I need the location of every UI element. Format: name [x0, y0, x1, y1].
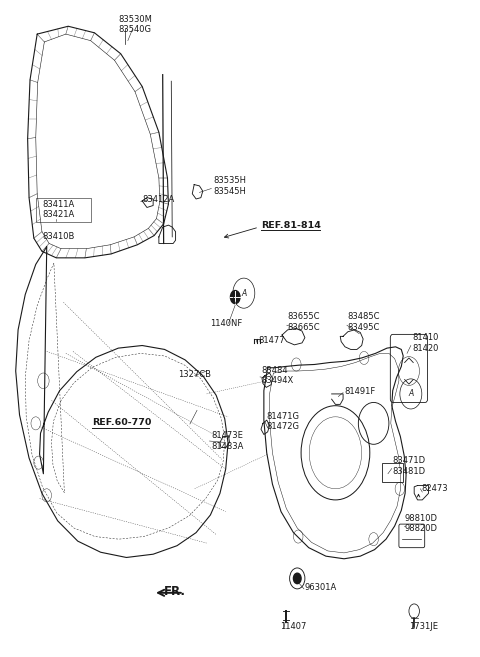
Text: 96301A: 96301A [305, 583, 337, 592]
Text: 83410B: 83410B [42, 233, 74, 241]
Circle shape [230, 290, 240, 304]
Text: 81473E
81483A: 81473E 81483A [211, 432, 244, 451]
Text: REF.81-814: REF.81-814 [262, 221, 321, 230]
Text: 1731JE: 1731JE [409, 622, 438, 631]
Text: A: A [241, 288, 246, 298]
Text: 81410
81420: 81410 81420 [413, 333, 439, 353]
Text: 83412A: 83412A [142, 195, 174, 204]
Text: 98810D
98820D: 98810D 98820D [405, 514, 438, 533]
Text: 11407: 11407 [281, 622, 307, 631]
Text: 83535H
83545H: 83535H 83545H [214, 176, 247, 196]
Text: 83411A
83421A: 83411A 83421A [42, 200, 74, 219]
Text: 81491F: 81491F [344, 387, 375, 396]
Text: A: A [408, 390, 413, 398]
Text: REF.60-770: REF.60-770 [92, 419, 151, 427]
Circle shape [293, 573, 301, 583]
Text: 82473: 82473 [421, 484, 448, 493]
Text: 83484
83494X: 83484 83494X [262, 366, 294, 385]
Text: 83530M
83540G: 83530M 83540G [118, 14, 152, 34]
Text: FR.: FR. [164, 585, 186, 598]
Text: 81471G
81472G: 81471G 81472G [266, 412, 299, 431]
Text: 83655C
83665C: 83655C 83665C [288, 312, 320, 332]
Text: 83485C
83495C: 83485C 83495C [348, 312, 380, 332]
Text: 83471D
83481D: 83471D 83481D [393, 456, 426, 476]
Text: 1327CB: 1327CB [178, 370, 211, 379]
Text: 81477: 81477 [258, 336, 285, 345]
Text: 1140NF: 1140NF [210, 319, 243, 328]
